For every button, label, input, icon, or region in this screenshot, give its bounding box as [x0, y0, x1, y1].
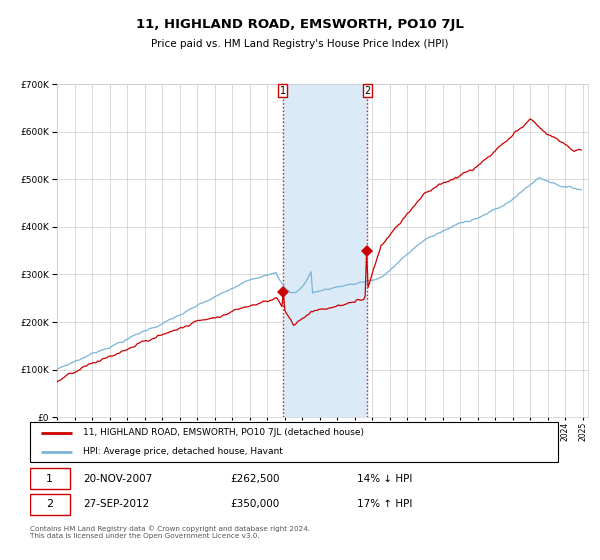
Text: 14% ↓ HPI: 14% ↓ HPI — [358, 474, 413, 484]
Text: £262,500: £262,500 — [230, 474, 280, 484]
Text: HPI: Average price, detached house, Havant: HPI: Average price, detached house, Hava… — [83, 447, 283, 456]
Text: 1: 1 — [46, 474, 53, 484]
Text: 11, HIGHLAND ROAD, EMSWORTH, PO10 7JL: 11, HIGHLAND ROAD, EMSWORTH, PO10 7JL — [136, 18, 464, 31]
Text: Contains HM Land Registry data © Crown copyright and database right 2024.
This d: Contains HM Land Registry data © Crown c… — [30, 525, 310, 539]
Bar — [283, 84, 367, 417]
FancyBboxPatch shape — [30, 468, 70, 489]
Text: Price paid vs. HM Land Registry's House Price Index (HPI): Price paid vs. HM Land Registry's House … — [151, 39, 449, 49]
Text: 20-NOV-2007: 20-NOV-2007 — [83, 474, 152, 484]
FancyBboxPatch shape — [30, 422, 558, 462]
Text: 1: 1 — [280, 86, 286, 96]
Text: 17% ↑ HPI: 17% ↑ HPI — [358, 499, 413, 509]
Text: 11, HIGHLAND ROAD, EMSWORTH, PO10 7JL (detached house): 11, HIGHLAND ROAD, EMSWORTH, PO10 7JL (d… — [83, 428, 364, 437]
FancyBboxPatch shape — [30, 493, 70, 515]
Text: 27-SEP-2012: 27-SEP-2012 — [83, 499, 149, 509]
Text: £350,000: £350,000 — [230, 499, 280, 509]
Text: 2: 2 — [364, 86, 370, 96]
Text: 2: 2 — [46, 499, 53, 509]
